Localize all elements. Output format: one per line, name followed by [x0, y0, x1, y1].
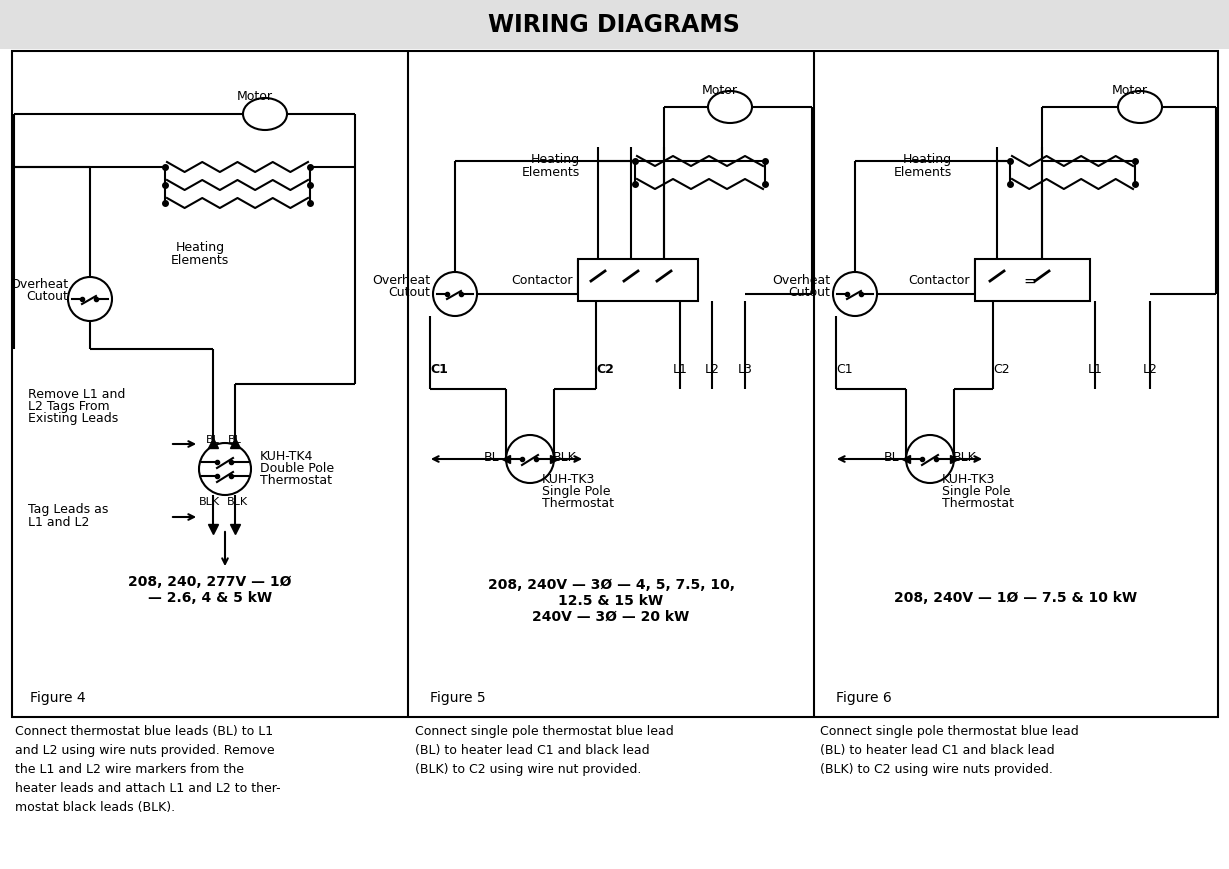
Text: Thermostat: Thermostat: [941, 497, 1014, 510]
Text: L2 Tags From: L2 Tags From: [28, 400, 109, 413]
Text: Connect single pole thermostat blue lead
(BL) to heater lead C1 and black lead
(: Connect single pole thermostat blue lead…: [820, 724, 1079, 775]
Text: BLK: BLK: [198, 496, 220, 507]
Text: BLK: BLK: [553, 451, 576, 464]
Ellipse shape: [1118, 92, 1161, 124]
Text: Cutout: Cutout: [26, 290, 68, 303]
Text: Overheat: Overheat: [10, 278, 68, 291]
Text: Elements: Elements: [522, 165, 580, 178]
Text: Elements: Elements: [171, 253, 229, 266]
Text: Cutout: Cutout: [788, 285, 830, 298]
Text: Connect thermostat blue leads (BL) to L1
and L2 using wire nuts provided. Remove: Connect thermostat blue leads (BL) to L1…: [15, 724, 280, 813]
Bar: [975, 260, 1090, 302]
Text: Figure 6: Figure 6: [836, 690, 892, 704]
Text: Thermostat: Thermostat: [261, 474, 332, 487]
Text: Motor: Motor: [702, 83, 737, 96]
Text: Single Pole: Single Pole: [941, 485, 1010, 498]
Text: Heating: Heating: [176, 242, 225, 255]
Text: 208, 240V — 1Ø — 7.5 & 10 kW: 208, 240V — 1Ø — 7.5 & 10 kW: [895, 590, 1138, 604]
Text: C1: C1: [430, 363, 447, 376]
Text: Existing Leads: Existing Leads: [28, 412, 118, 425]
Ellipse shape: [708, 92, 752, 124]
Text: C2: C2: [993, 363, 1010, 376]
Text: Overheat: Overheat: [772, 273, 830, 286]
Text: L1: L1: [1088, 363, 1102, 376]
Text: C1: C1: [836, 363, 853, 376]
Circle shape: [68, 278, 112, 322]
Circle shape: [506, 435, 554, 483]
Text: Figure 5: Figure 5: [430, 690, 485, 704]
Text: =: =: [1024, 273, 1036, 289]
Text: Heating: Heating: [531, 153, 580, 166]
Text: C2: C2: [596, 363, 613, 376]
Text: BLK: BLK: [954, 451, 977, 464]
Text: KUH-TK4: KUH-TK4: [261, 450, 313, 463]
Text: Double Pole: Double Pole: [261, 462, 334, 475]
Text: Cutout: Cutout: [388, 285, 430, 298]
Text: Thermostat: Thermostat: [542, 497, 614, 510]
Text: Motor: Motor: [237, 90, 273, 103]
Bar: [578, 260, 698, 302]
Bar: [0, 0, 1229, 50]
Text: Remove L1 and: Remove L1 and: [28, 388, 125, 401]
Text: BL: BL: [229, 434, 242, 444]
Text: Elements: Elements: [893, 165, 952, 178]
Text: Single Pole: Single Pole: [542, 485, 611, 498]
Text: Connect single pole thermostat blue lead
(BL) to heater lead C1 and black lead
(: Connect single pole thermostat blue lead…: [415, 724, 673, 775]
Text: 208, 240, 277V — 1Ø
— 2.6, 4 & 5 kW: 208, 240, 277V — 1Ø — 2.6, 4 & 5 kW: [128, 574, 291, 605]
Text: Figure 4: Figure 4: [29, 690, 86, 704]
Circle shape: [833, 273, 878, 316]
Text: Contactor: Contactor: [511, 275, 573, 287]
Text: Motor: Motor: [1112, 83, 1148, 96]
Text: KUH-TK3: KUH-TK3: [542, 473, 595, 486]
Text: Tag Leads as: Tag Leads as: [28, 503, 108, 516]
Text: BL: BL: [484, 451, 500, 464]
Text: Contactor: Contactor: [908, 275, 970, 287]
Text: 240V — 3Ø — 20 kW: 240V — 3Ø — 20 kW: [532, 609, 689, 623]
Text: L2: L2: [704, 363, 719, 376]
Text: WIRING DIAGRAMS: WIRING DIAGRAMS: [488, 13, 740, 37]
Bar: [12, 52, 1218, 717]
Text: BL: BL: [884, 451, 900, 464]
Text: L2: L2: [1143, 363, 1158, 376]
Text: BL: BL: [206, 434, 220, 444]
Ellipse shape: [243, 99, 288, 131]
Text: KUH-TK3: KUH-TK3: [941, 473, 995, 486]
Text: 208, 240V — 3Ø — 4, 5, 7.5, 10,
12.5 & 15 kW: 208, 240V — 3Ø — 4, 5, 7.5, 10, 12.5 & 1…: [488, 577, 735, 607]
Text: L1 and L2: L1 and L2: [28, 515, 90, 527]
Circle shape: [433, 273, 477, 316]
Text: L1: L1: [672, 363, 687, 376]
Text: Heating: Heating: [903, 153, 952, 166]
Text: BLK: BLK: [226, 496, 247, 507]
Circle shape: [199, 443, 251, 495]
Text: Overheat: Overheat: [372, 273, 430, 286]
Circle shape: [906, 435, 954, 483]
Text: L3: L3: [737, 363, 752, 376]
